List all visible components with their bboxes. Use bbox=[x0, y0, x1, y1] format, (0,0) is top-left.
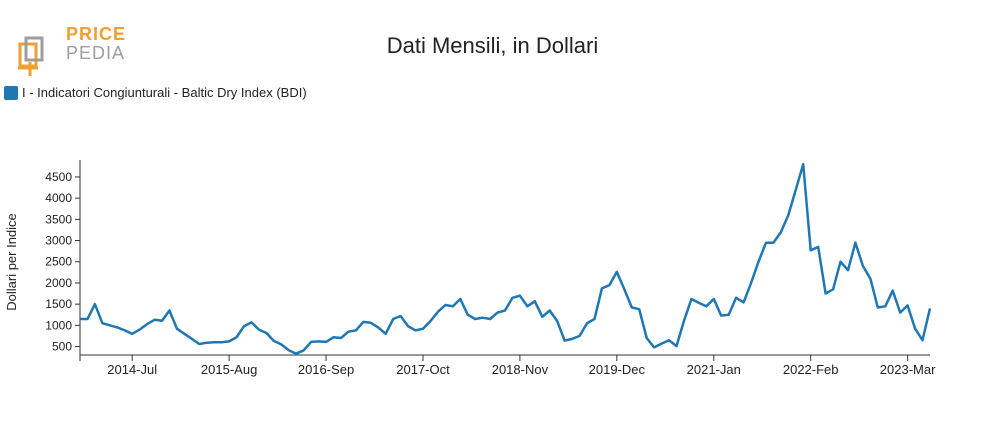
y-tick-label: 1000 bbox=[45, 318, 72, 332]
y-tick-label: 2000 bbox=[45, 276, 72, 290]
series-line-bdi bbox=[80, 162, 932, 355]
y-tick-label: 500 bbox=[52, 340, 72, 354]
x-tick-label: 2017-Oct bbox=[396, 362, 450, 377]
x-tick-label: 2015-Aug bbox=[201, 362, 257, 377]
y-tick-label: 4000 bbox=[45, 191, 72, 205]
x-tick-label: 2022-Feb bbox=[783, 362, 839, 377]
logo-text-pedia: PEDIA bbox=[66, 43, 126, 63]
logo-mark-icon bbox=[18, 36, 44, 76]
x-tick-label: 2016-Sep bbox=[298, 362, 354, 377]
y-tick-label: 3500 bbox=[45, 212, 72, 226]
y-tick-label: 2500 bbox=[45, 255, 72, 269]
y-tick-label: 3000 bbox=[45, 234, 72, 248]
y-tick-label: 4500 bbox=[45, 170, 72, 184]
series-layer bbox=[80, 162, 932, 355]
x-tick-label: 2023-Mar bbox=[880, 362, 936, 377]
legend[interactable]: I - Indicatori Congiunturali - Baltic Dr… bbox=[4, 85, 307, 100]
logo-text-price: PRICE bbox=[66, 24, 127, 44]
y-tick-label: 1500 bbox=[45, 297, 72, 311]
x-tick-label: 2021-Jan bbox=[687, 362, 741, 377]
pricepedia-logo: PRICE PEDIA bbox=[18, 24, 128, 81]
y-axis-label: Dollari per Indice bbox=[4, 213, 19, 311]
y-axis: 500 1000 1500 2000 2500 3000 3500 4000 4500 bbox=[45, 160, 81, 355]
x-tick-label: 2018-Nov bbox=[492, 362, 549, 377]
legend-label: I - Indicatori Congiunturali - Baltic Dr… bbox=[22, 85, 307, 100]
chart-title: Dati Mensili, in Dollari bbox=[386, 33, 599, 58]
x-tick-label: 2014-Jul bbox=[107, 362, 157, 377]
x-tick-label: 2019-Dec bbox=[589, 362, 646, 377]
legend-swatch bbox=[4, 85, 18, 100]
x-axis: 2014-Jul 2015-Aug 2016-Sep 2017-Oct 2018-Nov… bbox=[79, 354, 936, 377]
